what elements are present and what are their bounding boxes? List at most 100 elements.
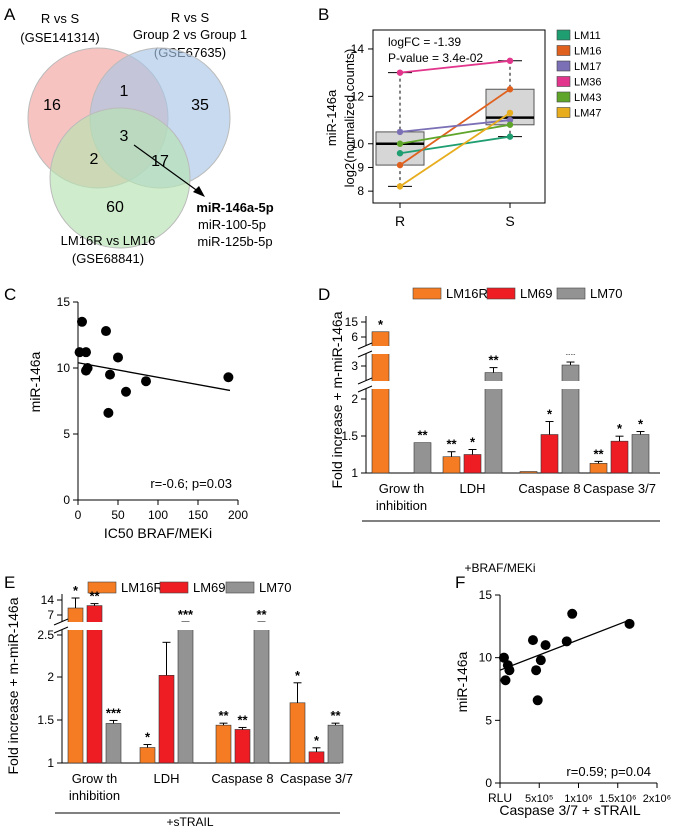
chart-e-bar	[253, 624, 270, 764]
chart-e-ytick-label: 2.5	[37, 628, 54, 642]
chart-e-significance: *	[73, 583, 79, 598]
chart-e-significance: ***	[178, 607, 194, 622]
chart-e-bar	[105, 723, 122, 764]
panel-label-c: C	[4, 285, 16, 304]
chart-d-ytick-label: 1.5	[341, 429, 358, 443]
chart-e-legend-swatch	[159, 581, 189, 594]
chart-b-legend-swatch	[556, 45, 571, 56]
chart-c-xtick-label: 100	[148, 508, 168, 522]
chart-b-legend-label: LM16	[574, 46, 602, 58]
chart-d-axis-break	[358, 381, 660, 389]
chart-b-ytick-label: 10	[351, 137, 365, 151]
chart-b-legend-label: LM43	[574, 92, 602, 104]
chart-e: Fold increase + m-miR-146a +sTRAIL LM16R…	[5, 580, 353, 829]
chart-e-ytick-label: 2	[47, 670, 54, 684]
chart-f: miR-146a Caspase 3/7 + sTRAIL r=0.59; p=…	[454, 588, 671, 818]
chart-f-point	[567, 608, 578, 619]
chart-e-legend-label: LM69	[193, 580, 226, 595]
chart-b-ytick-label: 8	[357, 184, 364, 198]
chart-f-xtick-label: RLU	[488, 791, 512, 805]
chart-e-bar	[327, 724, 344, 764]
chart-d-bar	[371, 331, 390, 474]
chart-d-ytick-label: 2	[351, 392, 358, 406]
chart-e-ytick-label: 1	[47, 756, 54, 770]
chart-d-legend-label: LM70	[590, 286, 623, 301]
chart-d: Fold increase + m-miR-146a +BRAF/MEKi LM…	[329, 286, 660, 575]
chart-d-category-label: inhibition	[376, 498, 427, 513]
chart-c-point	[141, 376, 151, 387]
chart-e-legend-label: LM70	[259, 580, 292, 595]
chart-b-legend-label: LM17	[574, 61, 602, 73]
chart-e-category-label: inhibition	[69, 788, 120, 803]
venn-set2-label1: R vs S	[171, 10, 210, 25]
chart-e-category-label: Caspase 8	[211, 771, 273, 786]
chart-d-bar	[519, 471, 538, 474]
chart-d-significance: *	[617, 421, 623, 436]
chart-c-xtick-label: 150	[188, 508, 208, 522]
chart-d-ylabel: Fold increase + m-miR-146a	[329, 311, 345, 488]
venn-set1-label2: (GSE141314)	[20, 30, 100, 45]
chart-c-ytick-label: 15	[57, 295, 71, 309]
venn-mir-1: miR-146a-5p	[196, 200, 273, 215]
chart-b-series-line	[399, 119, 511, 133]
chart-e-ytick-label: 1.5	[37, 713, 54, 727]
chart-e-ylabel: Fold increase + m-miR-146a	[5, 597, 21, 774]
chart-f-xtick-label: 1.5x10⁶	[599, 793, 637, 805]
chart-d-break-mark	[357, 385, 373, 393]
chart-e-bar	[215, 724, 232, 764]
chart-c-xtick-label: 200	[228, 508, 248, 522]
chart-b-point	[506, 57, 514, 65]
chart-c-ylabel: miR-146a	[27, 351, 43, 412]
chart-d-category-label: Grow th	[379, 481, 425, 496]
chart-f-ytick-label: 0	[485, 776, 492, 790]
chart-c: miR-146a IC50 BRAF/MEKi r=-0.6; p=0.03 0…	[27, 295, 248, 541]
chart-d-category-label: Caspase 8	[518, 481, 580, 496]
chart-f-xtick-label: 1x10⁶	[564, 793, 592, 805]
chart-f-point	[532, 695, 543, 706]
chart-f-point	[527, 635, 538, 646]
chart-e-break-mark	[53, 618, 69, 626]
chart-b-point	[396, 128, 404, 136]
chart-e-significance: *	[295, 668, 301, 683]
venn-count-all: 3	[120, 128, 129, 145]
chart-b-legend-label: LM11	[574, 30, 601, 42]
chart-c-point	[113, 352, 123, 363]
chart-e-significance: **	[218, 708, 229, 723]
chart-f-point	[624, 618, 635, 629]
chart-b-point	[396, 69, 404, 76]
chart-b-legend-label: LM47	[574, 108, 602, 120]
chart-b-ytick-label: 14	[351, 42, 365, 56]
chart-c-point	[223, 372, 234, 383]
chart-c-point	[101, 326, 111, 337]
chart-b-point	[396, 150, 404, 157]
chart-f-ytick-label: 15	[479, 588, 493, 602]
chart-b-ylabel2: log2(normalized counts)	[342, 49, 357, 188]
chart-e-break-mark	[53, 626, 69, 634]
chart-d-significance: *	[547, 407, 553, 422]
chart-e-significance: **	[237, 712, 248, 727]
chart-b-box	[375, 131, 425, 166]
chart-d-bar	[442, 456, 461, 474]
chart-e-bar	[308, 751, 325, 764]
chart-f-ylabel: miR-146a	[454, 651, 470, 712]
chart-b-point	[506, 116, 514, 124]
chart-b-point	[506, 133, 514, 140]
chart-e-significance: *	[314, 733, 320, 748]
chart-c-point	[105, 369, 115, 380]
venn-mir-2: miR-100-5p	[198, 217, 266, 232]
chart-b-frame	[372, 29, 546, 204]
chart-c-point	[103, 407, 114, 418]
chart-f-ytick-label: 10	[479, 651, 493, 665]
chart-e-category-label: Grow th	[72, 771, 118, 786]
chart-d-significance: *	[638, 417, 644, 432]
chart-c-xtick-label: 0	[75, 508, 82, 522]
chart-e-legend-label: LM16R	[121, 580, 163, 595]
chart-e-bar	[234, 729, 251, 764]
venn-arrow-line	[133, 144, 200, 193]
chart-b-ytick-label: 12	[351, 89, 365, 103]
chart-e-axis-break	[54, 622, 340, 630]
chart-f-point	[498, 652, 509, 663]
chart-c-point	[81, 365, 91, 376]
venn-count-13: 2	[90, 151, 99, 168]
chart-f-xlabel: Caspase 3/7 + sTRAIL	[499, 802, 640, 818]
